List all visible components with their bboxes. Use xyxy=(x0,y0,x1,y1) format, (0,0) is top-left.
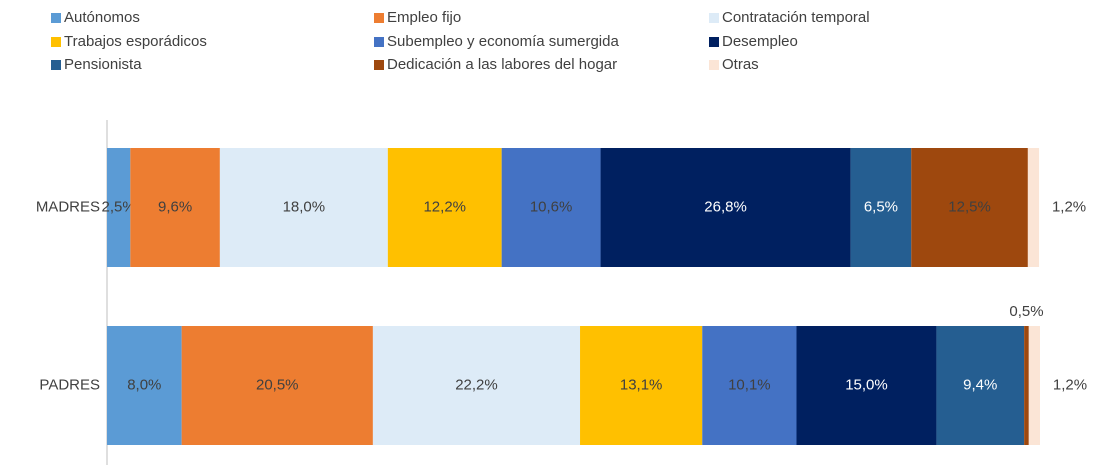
legend-label: Pensionista xyxy=(64,56,142,73)
data-label: 9,6% xyxy=(158,198,192,215)
legend-swatch xyxy=(51,60,61,70)
legend-swatch xyxy=(709,13,719,23)
legend-label: Trabajos esporádicos xyxy=(64,33,207,50)
bar-segment xyxy=(702,326,797,445)
data-label: 12,5% xyxy=(948,198,991,215)
legend-label: Empleo fijo xyxy=(387,9,461,26)
data-label: 8,0% xyxy=(127,376,161,393)
legend-label: Desempleo xyxy=(722,33,798,50)
data-label: 12,2% xyxy=(423,198,466,215)
legend-label: Dedicación a las labores del hogar xyxy=(387,56,617,73)
data-label: 15,0% xyxy=(845,376,888,393)
bar-segment xyxy=(219,148,388,267)
bar-segment xyxy=(600,148,851,267)
bar-segment xyxy=(936,326,1025,445)
legend-swatch xyxy=(374,37,384,47)
data-label: 22,2% xyxy=(455,376,498,393)
legend-label: Autónomos xyxy=(64,9,140,26)
bar-segment xyxy=(1024,326,1029,445)
legend-swatch xyxy=(51,37,61,47)
data-label: 0,5% xyxy=(1009,303,1043,320)
bar-segment xyxy=(1027,148,1040,267)
bar-segment xyxy=(130,148,220,267)
legend-label: Otras xyxy=(722,56,759,73)
bar-segment xyxy=(911,148,1028,267)
bar-segment xyxy=(107,326,182,445)
data-label: 20,5% xyxy=(256,376,299,393)
y-tick-label: PADRES xyxy=(39,376,100,393)
legend-swatch xyxy=(709,37,719,47)
legend-swatch xyxy=(709,60,719,70)
bar-segment xyxy=(107,148,131,267)
bar-segment xyxy=(501,148,601,267)
bar-segment xyxy=(850,148,912,267)
bar-segment xyxy=(1028,326,1040,445)
legend-swatch xyxy=(374,60,384,70)
bar-segment xyxy=(580,326,703,445)
data-label: 18,0% xyxy=(283,198,326,215)
bar-segment xyxy=(796,326,937,445)
bar-segment xyxy=(387,148,502,267)
data-label: 2,5% xyxy=(102,198,136,215)
legend-swatch xyxy=(374,13,384,23)
legend-label: Subempleo y economía sumergida xyxy=(387,33,619,50)
bar-segment xyxy=(181,326,373,445)
data-label: 10,1% xyxy=(728,376,771,393)
bar-segment xyxy=(372,326,581,445)
data-label: 1,2% xyxy=(1053,376,1087,393)
legend-label: Contratación temporal xyxy=(722,9,870,26)
data-label: 9,4% xyxy=(963,376,997,393)
data-label: 26,8% xyxy=(704,198,747,215)
data-label: 1,2% xyxy=(1052,198,1086,215)
data-label: 13,1% xyxy=(620,376,663,393)
y-tick-label: MADRES xyxy=(36,198,100,215)
data-label: 6,5% xyxy=(864,198,898,215)
data-label: 10,6% xyxy=(530,198,573,215)
legend-swatch xyxy=(51,13,61,23)
